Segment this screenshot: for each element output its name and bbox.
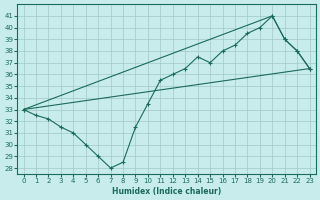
X-axis label: Humidex (Indice chaleur): Humidex (Indice chaleur) <box>112 187 221 196</box>
